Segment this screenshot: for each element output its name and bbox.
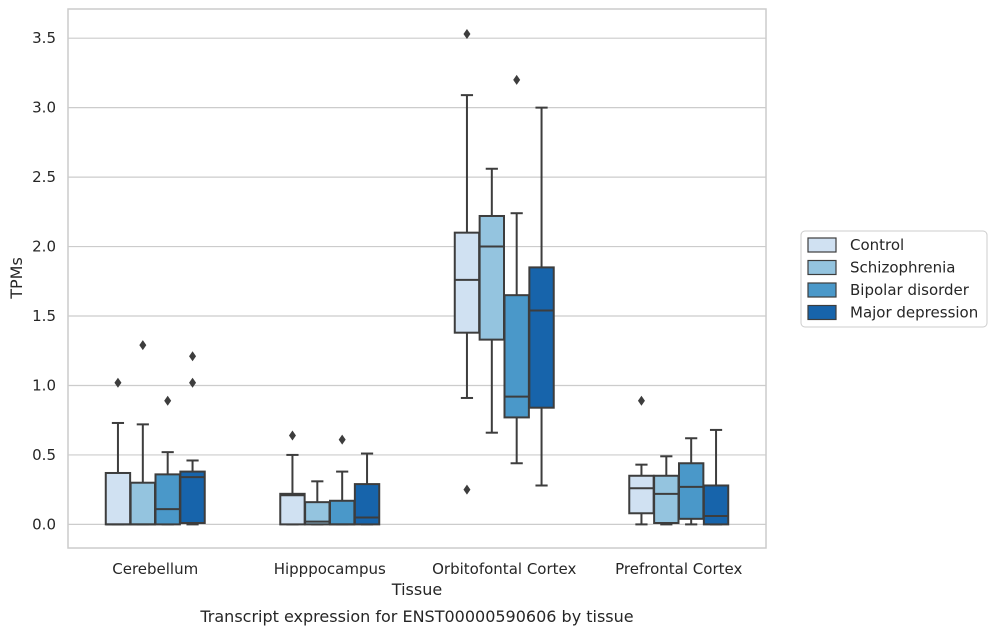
- x-tick-label: Cerebellum: [112, 560, 198, 578]
- box-iqr: [279, 492, 306, 526]
- box-element: [353, 452, 381, 526]
- box-element: [677, 437, 705, 526]
- box-element: [528, 106, 555, 487]
- y-tick-label: 0.0: [32, 515, 56, 533]
- box-iqr: [702, 484, 730, 526]
- outlier-point: [463, 29, 471, 40]
- box-element: [702, 428, 730, 526]
- legend-swatch: [807, 282, 837, 298]
- legend-frame: [800, 230, 988, 328]
- outlier-point: [114, 377, 122, 388]
- box-element: [129, 340, 157, 526]
- y-tick-label: 1.0: [32, 376, 56, 394]
- chart-caption: Transcript expression for ENST0000059060…: [199, 607, 633, 626]
- legend-label: Major depression: [850, 304, 978, 322]
- outlier-point: [463, 484, 471, 495]
- grid-layer: [68, 37, 766, 525]
- box-element: [104, 377, 132, 526]
- y-tick-label: 0.5: [32, 446, 56, 464]
- x-tick-label: Hipppocampus: [274, 560, 386, 578]
- x-axis-label: Tissue: [391, 580, 442, 599]
- box-iqr: [628, 474, 655, 515]
- box-element: [154, 395, 181, 526]
- box-element: [453, 29, 481, 495]
- box-element: [653, 455, 680, 526]
- legend-label: Schizophrenia: [850, 259, 955, 277]
- legend-label: Control: [850, 236, 904, 254]
- box-element: [478, 167, 506, 434]
- legend-label: Bipolar disorder: [850, 281, 970, 299]
- legend: Control Schizophrenia Bipolar disorder Majo…: [800, 230, 988, 328]
- legend-swatch: [807, 304, 837, 321]
- outlier-point: [164, 395, 172, 406]
- x-tick-label: Orbitofontal Cortex: [432, 560, 576, 578]
- y-tick-label: 3.5: [32, 29, 56, 47]
- outlier-point: [189, 351, 197, 362]
- y-tick-label: 3.0: [32, 99, 56, 117]
- box-iqr: [503, 294, 530, 419]
- box-element: [179, 351, 206, 526]
- y-axis-label: TPMs: [7, 257, 26, 300]
- box-iqr: [328, 499, 356, 526]
- box-iqr: [528, 266, 555, 409]
- legend-swatch: [807, 237, 837, 253]
- x-tick-label: Prefrontal Cortex: [615, 560, 742, 578]
- y-tick-label: 2.5: [32, 168, 56, 186]
- legend-items: Control Schizophrenia Bipolar disorder Majo…: [807, 236, 978, 322]
- box-iqr: [478, 214, 506, 341]
- outlier-point: [189, 377, 197, 388]
- x-tick-labels: Cerebellum Hipppocampus Orbitofontal Corte…: [112, 560, 742, 578]
- y-tick-labels: 0.0 0.5 1.0 1.5 2.0 2.5 3.0 3.5: [32, 29, 56, 533]
- box-iqr: [104, 471, 132, 526]
- box-iqr: [154, 473, 181, 526]
- box-element: [304, 480, 331, 526]
- box-iqr: [677, 462, 705, 520]
- y-tick-label: 1.5: [32, 307, 56, 325]
- box-iqr: [653, 474, 680, 524]
- outlier-point: [513, 74, 521, 85]
- box-element: [503, 74, 530, 465]
- box-element: [628, 395, 655, 526]
- outlier-point: [288, 430, 296, 441]
- outlier-point: [637, 395, 645, 406]
- box-iqr: [179, 470, 206, 524]
- box-element: [279, 430, 306, 526]
- box-element: [328, 434, 356, 526]
- outlier-point: [338, 434, 346, 445]
- y-tick-label: 2.0: [32, 238, 56, 256]
- box-layer: [104, 29, 730, 526]
- box-iqr: [129, 481, 157, 526]
- box-iqr: [453, 231, 481, 334]
- legend-swatch: [807, 259, 837, 276]
- outlier-point: [139, 340, 147, 351]
- plot-frame: [67, 8, 767, 549]
